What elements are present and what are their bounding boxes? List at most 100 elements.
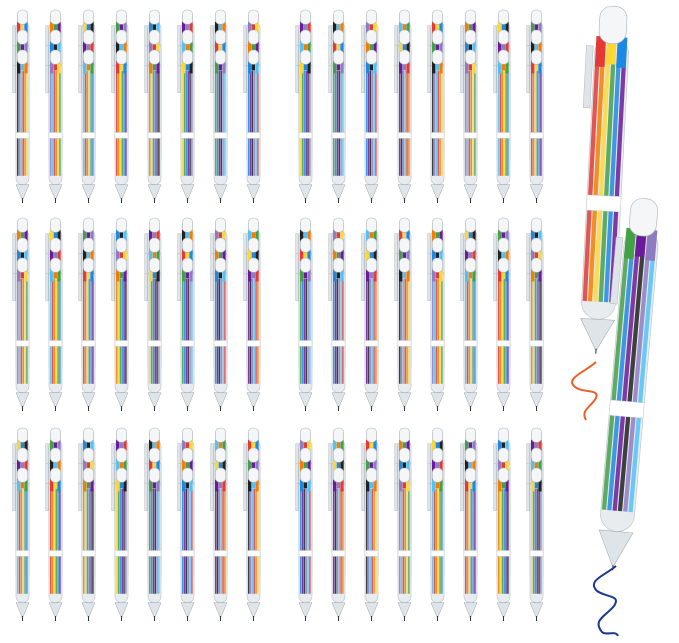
color-slider (17, 439, 21, 452)
ink-refill (593, 60, 611, 302)
color-slider (333, 21, 337, 34)
pen-cap (16, 257, 28, 273)
ink-refill (215, 70, 217, 176)
color-slider (623, 227, 637, 260)
ink-refill (24, 488, 26, 594)
ink-refill (249, 70, 252, 176)
ink-refill (303, 278, 306, 384)
color-slider (182, 479, 186, 492)
pen-cap (248, 427, 260, 443)
pen-clip (12, 483, 16, 511)
pen-band (180, 550, 195, 557)
pen-cap (365, 9, 377, 25)
ink-refill (53, 488, 56, 594)
color-slider (83, 459, 87, 472)
ink-refill (340, 70, 342, 176)
ink-refill (338, 278, 340, 384)
pen-tip (246, 184, 261, 201)
ink-refill (117, 278, 120, 384)
color-slider (248, 21, 252, 34)
color-slider (24, 249, 28, 262)
pen-cap (332, 49, 344, 65)
color-slider (156, 439, 160, 452)
pen-band (15, 340, 30, 347)
pen-clip (394, 65, 398, 93)
ink-refill (532, 488, 535, 594)
color-slider (90, 249, 94, 262)
ink-refill (26, 70, 28, 176)
ink-refill (433, 488, 436, 594)
color-slider (406, 21, 410, 34)
ink-refill (406, 278, 408, 384)
pen-clip (144, 483, 148, 511)
ink-refill (340, 488, 342, 594)
ink-refill (612, 252, 640, 511)
ink-refill (215, 488, 217, 594)
color-slider (406, 229, 410, 242)
color-slider (366, 61, 370, 74)
color-slider (83, 439, 87, 452)
color-slider (17, 269, 21, 282)
pen-band (180, 132, 195, 139)
ink-refill (216, 488, 219, 594)
ink-refill (498, 488, 500, 594)
ink-refill (90, 488, 92, 594)
pen-cap (299, 467, 311, 483)
ink-refill (18, 488, 21, 594)
color-slider (123, 229, 127, 242)
pen-clip (111, 273, 115, 301)
ink-refill (116, 70, 118, 176)
pen-tip (298, 392, 313, 409)
pen-tip (213, 602, 228, 619)
pen-clip (177, 65, 181, 93)
pen-tip (430, 602, 445, 619)
color-slider (189, 459, 193, 472)
ink-refill (51, 488, 54, 594)
pen-cap (530, 217, 542, 233)
color-slider (465, 269, 469, 282)
color-slider (498, 61, 502, 74)
ink-refill (503, 70, 505, 176)
ink-refill (375, 70, 377, 176)
ink-refill (628, 253, 656, 513)
pen-cap (116, 427, 128, 443)
ink-refill (117, 70, 120, 176)
ink-refill (189, 278, 191, 384)
ink-refill (121, 488, 123, 594)
pen-cap (149, 29, 161, 45)
ink-refill (507, 488, 509, 594)
ink-refill (334, 278, 337, 384)
ink-refill (84, 278, 87, 384)
color-slider (538, 61, 542, 74)
color-slider (538, 41, 542, 54)
ink-refill (20, 488, 23, 594)
pen-cap (16, 467, 28, 483)
pen-cap (431, 29, 443, 45)
pen-tip (15, 392, 30, 409)
ink-refill (465, 488, 467, 594)
color-slider (505, 459, 509, 472)
ink-refill (536, 278, 538, 384)
pen-clip (243, 483, 247, 511)
ink-refill (466, 278, 469, 384)
color-slider (57, 249, 61, 262)
pen-cap (215, 427, 227, 443)
pen-band (298, 340, 313, 347)
pen-clip (394, 483, 398, 511)
pen-cap (16, 427, 28, 443)
ink-refill (92, 278, 94, 384)
color-slider (83, 479, 87, 492)
color-slider (406, 459, 410, 472)
ink-refill (216, 278, 219, 384)
color-slider (399, 229, 403, 242)
color-slider (399, 61, 403, 74)
pen (243, 467, 261, 621)
color-slider (498, 229, 502, 242)
pen-cap (116, 257, 128, 273)
ink-refill (432, 70, 434, 176)
color-slider (17, 229, 21, 242)
color-slider (406, 269, 410, 282)
ink-refill (158, 488, 160, 594)
color-slider (248, 439, 252, 452)
pen-clip (210, 483, 214, 511)
